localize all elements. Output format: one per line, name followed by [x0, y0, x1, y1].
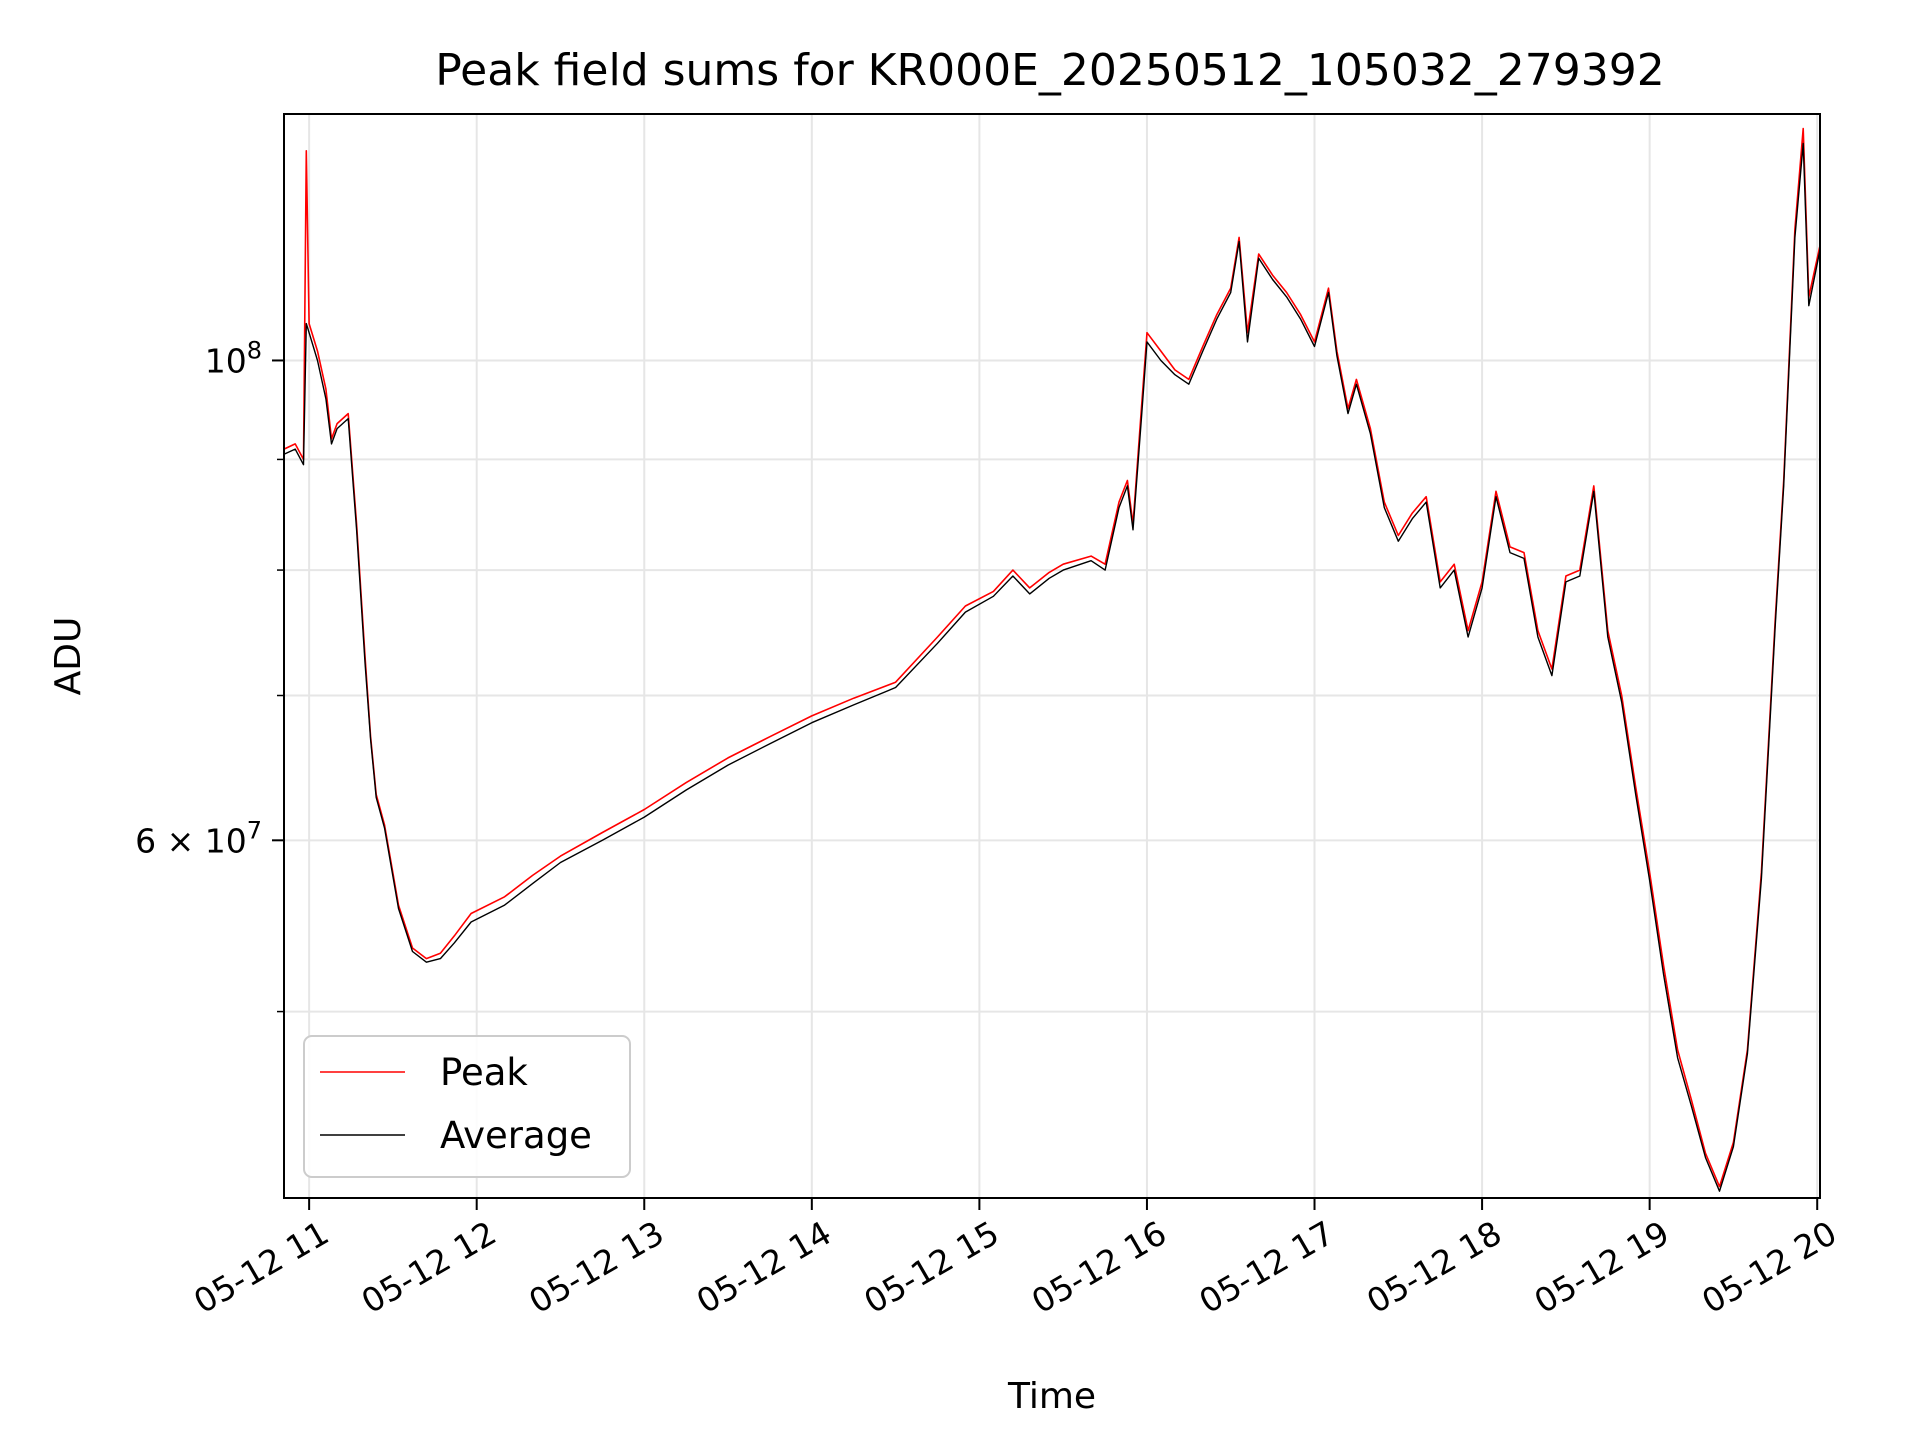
y-tick-label-base: 6 × 10: [135, 821, 247, 860]
plot-series: [283, 127, 1821, 1192]
y-axis-label: ADU: [48, 617, 89, 696]
series-line-peak: [283, 127, 1821, 1188]
y-tick-label-base: 10: [205, 341, 247, 380]
legend-label-peak: Peak: [440, 1051, 528, 1094]
plot-frame: [283, 113, 1821, 1199]
y-tick-label: 108: [205, 336, 262, 380]
x-axis-label: Time: [1007, 1376, 1096, 1417]
series-line-average: [283, 142, 1821, 1192]
y-tick-label-exponent: 8: [247, 336, 262, 364]
chart-title: Peak field sums for KR000E_20250512_1050…: [435, 45, 1665, 96]
y-tick-label: 6 × 107: [135, 816, 262, 860]
legend-label-average: Average: [440, 1114, 592, 1157]
y-tick-label-exponent: 7: [247, 816, 262, 844]
legend: Peak Average: [303, 1035, 631, 1178]
